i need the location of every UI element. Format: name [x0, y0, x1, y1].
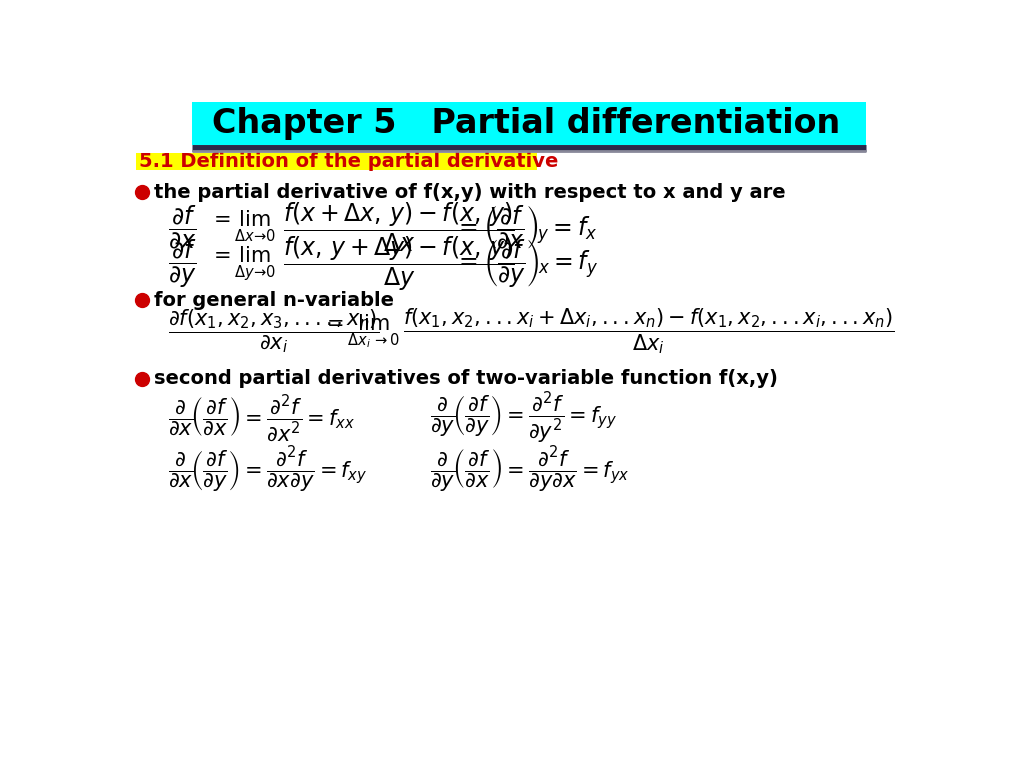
- Text: 5.1 Definition of the partial derivative: 5.1 Definition of the partial derivative: [139, 152, 558, 171]
- Text: $\dfrac{\partial}{\partial x}\!\left(\dfrac{\partial f}{\partial y}\right) = \df: $\dfrac{\partial}{\partial x}\!\left(\df…: [168, 444, 368, 495]
- Text: $\dfrac{\partial}{\partial y}\!\left(\dfrac{\partial f}{\partial y}\right) = \df: $\dfrac{\partial}{\partial y}\!\left(\df…: [430, 389, 617, 446]
- Text: for general n-variable: for general n-variable: [155, 290, 394, 310]
- Text: second partial derivatives of two-variable function f(x,y): second partial derivatives of two-variab…: [155, 369, 778, 388]
- Text: $\dfrac{f(x+\Delta x,\, y) - f(x,\, y)}{\Delta x}$: $\dfrac{f(x+\Delta x,\, y) - f(x,\, y)}{…: [283, 200, 514, 253]
- Text: $= \left(\dfrac{\partial f}{\partial y}\right)_{\!x} = f_y$: $= \left(\dfrac{\partial f}{\partial y}\…: [454, 237, 597, 290]
- Text: $\dfrac{\partial f}{\partial y}$: $\dfrac{\partial f}{\partial y}$: [168, 237, 197, 290]
- Text: $= \lim_{\Delta x_i \to 0}$: $= \lim_{\Delta x_i \to 0}$: [322, 312, 400, 349]
- FancyBboxPatch shape: [191, 102, 866, 144]
- Text: $\dfrac{f(x,\, y+\Delta y) - f(x,\, y)}{\Delta y}$: $\dfrac{f(x,\, y+\Delta y) - f(x,\, y)}{…: [283, 235, 514, 293]
- Text: $\dfrac{\partial f(x_1,x_2,x_3,....,x_n)}{\partial x_i}$: $\dfrac{\partial f(x_1,x_2,x_3,....,x_n)…: [168, 307, 379, 355]
- FancyBboxPatch shape: [136, 153, 538, 170]
- Text: $\dfrac{\partial}{\partial y}\!\left(\dfrac{\partial f}{\partial x}\right) = \df: $\dfrac{\partial}{\partial y}\!\left(\df…: [430, 444, 630, 495]
- Text: $= \left(\dfrac{\partial f}{\partial x}\right)_{\!y} = f_x$: $= \left(\dfrac{\partial f}{\partial x}\…: [454, 204, 597, 250]
- Text: $= \lim_{\Delta x \to 0}$: $= \lim_{\Delta x \to 0}$: [209, 210, 276, 244]
- Text: the partial derivative of f(x,y) with respect to x and y are: the partial derivative of f(x,y) with re…: [155, 183, 786, 202]
- Text: $\dfrac{f(x_1,x_2,...x_i+\Delta x_i,...x_n)-f(x_1,x_2,...x_i,...x_n)}{\Delta x_i: $\dfrac{f(x_1,x_2,...x_i+\Delta x_i,...x…: [403, 306, 895, 356]
- Text: $\dfrac{\partial}{\partial x}\!\left(\dfrac{\partial f}{\partial x}\right) = \df: $\dfrac{\partial}{\partial x}\!\left(\df…: [168, 392, 355, 444]
- Text: $= \lim_{\Delta y \to 0}$: $= \lim_{\Delta y \to 0}$: [209, 245, 276, 283]
- Text: Chapter 5   Partial differentiation: Chapter 5 Partial differentiation: [212, 108, 840, 141]
- Text: $\dfrac{\partial f}{\partial x}$: $\dfrac{\partial f}{\partial x}$: [168, 204, 197, 250]
